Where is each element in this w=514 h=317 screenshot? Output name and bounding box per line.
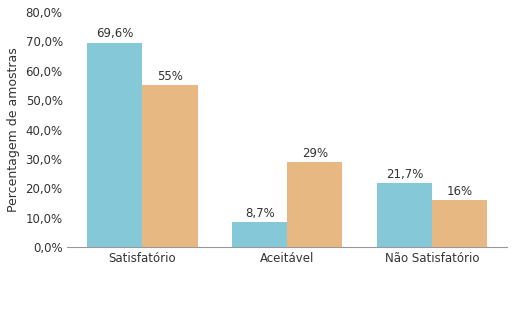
Bar	[232, 222, 287, 247]
Bar	[287, 162, 342, 247]
Text: 29%: 29%	[302, 147, 328, 160]
Bar	[142, 86, 197, 247]
Y-axis label: Percentagem de amostras: Percentagem de amostras	[7, 47, 20, 212]
Text: 16%: 16%	[447, 185, 473, 198]
Text: 69,6%: 69,6%	[96, 28, 134, 41]
Text: 8,7%: 8,7%	[245, 207, 274, 220]
Text: 55%: 55%	[157, 70, 183, 83]
Bar	[87, 42, 142, 247]
Bar	[432, 200, 487, 247]
Text: 21,7%: 21,7%	[386, 168, 423, 181]
Bar	[377, 184, 432, 247]
